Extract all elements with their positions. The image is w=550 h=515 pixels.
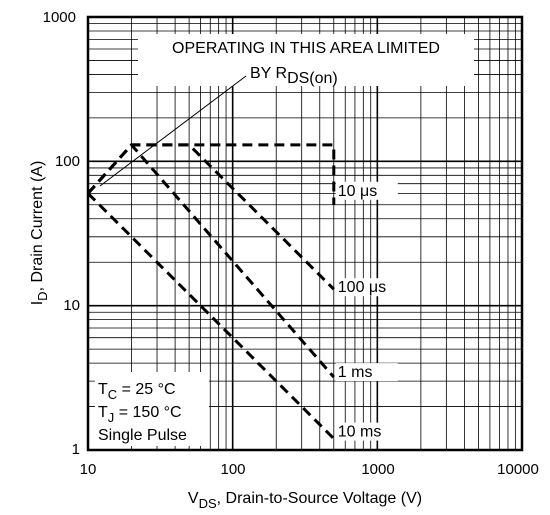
curve-label-background — [335, 363, 398, 382]
curve-label: 10 ms — [338, 424, 382, 441]
curve-label: 1 ms — [338, 364, 373, 381]
curve-100us — [86, 143, 335, 291]
x-tick-1000: 1000 — [361, 461, 394, 478]
x-tick-10000: 10000 — [497, 461, 539, 478]
curve-label-background — [335, 422, 398, 441]
x-axis-title: VDS, Drain-to-Source Voltage (V) — [188, 490, 422, 511]
condition-pulse: Single Pulse — [98, 427, 187, 444]
conditions-background — [95, 372, 209, 446]
x-tick-10: 10 — [80, 461, 97, 478]
curve-label: 10 μs — [338, 183, 377, 200]
y-axis-title: ID, Drain Current (A) — [29, 161, 50, 306]
curve-label-background — [335, 278, 398, 297]
condition-tc: TC = 25 °C — [98, 381, 176, 402]
annotation-background — [138, 34, 474, 86]
y-tick-100: 100 — [55, 153, 80, 170]
curve-label-background — [335, 181, 398, 200]
condition-tj: TJ = 150 °C — [98, 404, 182, 425]
curve-10ms — [86, 192, 335, 440]
annotation-line-1: OPERATING IN THIS AREA LIMITED — [172, 40, 440, 57]
curve-1ms — [86, 142, 335, 379]
y-tick-1000: 1000 — [43, 9, 76, 26]
y-tick-1: 1 — [72, 441, 80, 458]
plot-frame — [86, 15, 524, 452]
x-tick-100: 100 — [220, 461, 245, 478]
annotation-leader-line — [99, 75, 247, 187]
curve-label: 100 μs — [338, 279, 386, 296]
annotation-line-2: BY RDS(on) — [250, 65, 338, 87]
y-tick-10: 10 — [63, 297, 80, 314]
curves: 10 μs 100 μs 1 ms 10 ms — [86, 142, 398, 441]
grid — [87, 17, 522, 451]
